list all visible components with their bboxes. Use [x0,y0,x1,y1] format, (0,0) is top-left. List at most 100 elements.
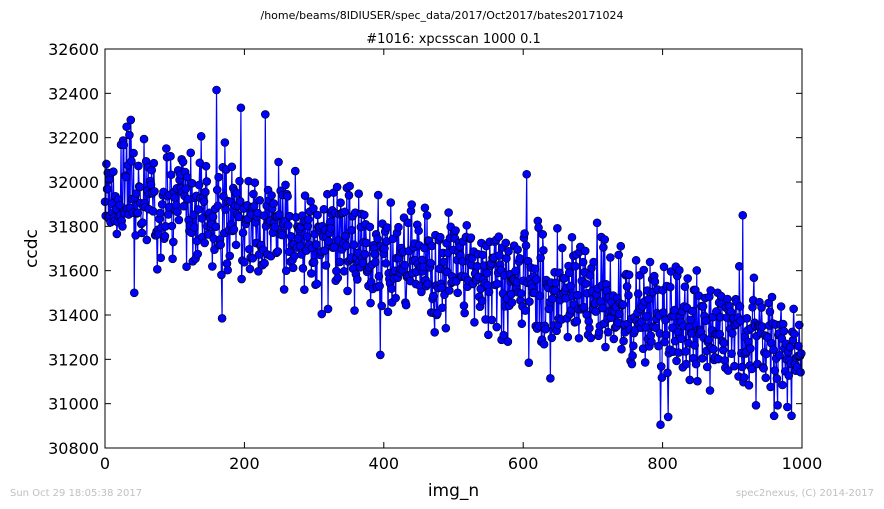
data-point [142,235,152,245]
data-point [102,159,111,169]
data-layer [100,85,806,430]
data-point [343,286,352,296]
data-point [109,167,118,176]
data-point [691,359,701,369]
data-point [387,284,396,293]
data-point [112,229,122,239]
data-point [493,279,502,289]
data-point [585,323,594,333]
data-point [692,266,702,275]
data-point [400,260,410,270]
axes-frame [104,48,803,449]
data-point [460,308,469,318]
data-point [178,157,188,167]
data-point [776,302,786,311]
data-point [585,271,595,280]
data-point [212,85,221,95]
data-point [730,361,739,371]
data-point [532,275,541,284]
data-point [534,223,543,233]
data-point [453,288,462,298]
data-point [146,180,156,190]
data-point [162,144,171,153]
data-point [313,210,322,220]
data-point [749,273,759,283]
data-point [321,261,331,270]
data-point [235,176,244,186]
data-point [673,327,683,337]
data-point [470,317,479,327]
data-point [663,368,672,378]
data-point [293,234,303,243]
data-point [426,258,435,268]
data-point [138,218,147,228]
data-point [677,334,686,344]
data-point [520,229,529,238]
data-point [551,278,561,288]
data-point [536,253,545,263]
data-point [248,253,258,263]
data-point [422,211,432,220]
data-point [164,210,173,219]
data-point [656,362,666,371]
data-point [734,262,744,271]
data-point [727,329,737,338]
data-point [345,181,354,191]
data-point [377,301,387,311]
data-point [477,296,487,306]
data-point [723,366,733,375]
data-point [273,247,283,256]
data-point [444,208,453,217]
data-point [541,324,550,334]
data-point [300,191,310,200]
data-point [127,156,136,166]
data-point [115,200,124,210]
data-point [401,300,411,310]
data-point [193,249,202,259]
data-point [487,315,497,325]
data-point [589,257,598,267]
footer-credit: spec2nexus, (C) 2014-2017 [735,488,874,499]
data-point [220,138,230,147]
data-point [148,206,158,216]
y-axis-label: ccdc [22,229,42,268]
data-point [674,348,683,357]
y-tick-label: 31200 [48,350,99,369]
data-point [118,222,127,231]
data-point [647,337,656,347]
data-point [747,364,757,374]
data-point [167,221,177,231]
data-point [382,223,392,232]
data-point [152,265,162,274]
data-point [624,290,633,300]
data-point [269,199,278,208]
data-point [511,266,520,276]
data-point [478,250,488,260]
data-point [259,211,269,220]
data-point [231,240,241,250]
data-point [133,208,143,218]
data-point [503,337,513,346]
data-point [428,291,438,301]
data-point [279,285,289,294]
data-point [160,231,170,241]
data-point [182,262,191,272]
data-point [586,333,596,343]
data-point [622,282,632,291]
data-point [254,266,263,276]
data-point [783,402,792,412]
data-point [238,228,248,238]
data-point [217,270,226,280]
data-point [535,291,545,301]
data-point [680,282,690,292]
data-point [704,335,713,345]
data-point [686,315,695,325]
data-point [383,307,393,317]
data-point [773,401,782,410]
data-point [319,205,329,214]
data-point [359,210,369,220]
data-point [675,265,684,275]
data-point [739,373,749,382]
data-point [344,191,354,200]
series-line [104,90,802,425]
